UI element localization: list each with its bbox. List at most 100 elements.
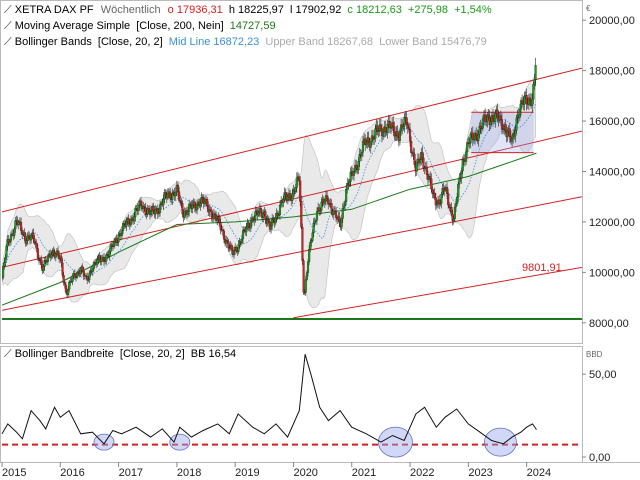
candle [188, 203, 191, 212]
candle [210, 209, 213, 217]
candle [465, 151, 468, 162]
legend-dax-c-key: c [347, 4, 353, 16]
candle [144, 207, 147, 215]
candle [511, 138, 514, 142]
candle [440, 193, 443, 204]
candle [50, 254, 53, 258]
candle [62, 275, 65, 283]
legend-bb-mid-value: 16872,23 [213, 36, 260, 48]
collapse-icon[interactable]: ⟋ [4, 348, 12, 360]
candle [137, 204, 140, 211]
candle [315, 211, 319, 221]
candle [508, 128, 511, 137]
candle [379, 124, 382, 129]
candle [134, 208, 137, 217]
candle [298, 176, 301, 181]
candle [521, 100, 524, 104]
candle [120, 230, 123, 237]
candle [96, 259, 99, 265]
legend-row-ma: ⟋ Moving Average Simple [Close, 200, Nei… [4, 18, 492, 34]
candle [4, 257, 7, 263]
moving-average-200-line [2, 152, 537, 306]
candle [327, 198, 330, 205]
candle [222, 230, 226, 240]
candle [419, 159, 422, 164]
collapse-icon[interactable]: ⟋ [4, 20, 12, 32]
candle [176, 184, 180, 192]
candle [27, 235, 30, 238]
bb-y-tick-label: 50,00 [589, 369, 617, 381]
candle [531, 99, 534, 107]
candle [108, 251, 111, 257]
candle [199, 203, 202, 206]
candle [277, 214, 280, 217]
candle [398, 131, 402, 141]
legend-ma-params: [Close, 200, Nein] [136, 20, 224, 32]
candle [533, 79, 536, 85]
candle [180, 201, 183, 204]
candle [218, 216, 221, 223]
legend-dax-h-key: h [228, 4, 235, 16]
candle [216, 219, 219, 221]
candle [162, 199, 165, 206]
candle [61, 262, 64, 276]
candle [311, 232, 314, 241]
legend-dax-name: XETRA DAX PF [14, 4, 94, 16]
candle [382, 132, 385, 137]
candle [71, 275, 74, 282]
candle [241, 230, 245, 240]
candle [193, 201, 196, 208]
candle [300, 201, 303, 228]
collapse-icon[interactable]: ⟋ [4, 4, 12, 16]
candle [247, 222, 250, 227]
x-tick-label: 2020 [293, 467, 317, 479]
candle [304, 279, 307, 293]
candle [348, 181, 351, 186]
legend-dax-c-val: 18212,63 [355, 4, 402, 16]
candle [393, 126, 396, 137]
candle [56, 250, 60, 256]
candle [475, 132, 478, 136]
candle [412, 152, 415, 155]
candle [313, 221, 316, 224]
candle [443, 189, 446, 192]
candle [435, 203, 438, 206]
x-tick-label: 2016 [60, 467, 84, 479]
candle [206, 199, 209, 206]
unit-label-bb: BBD [586, 350, 603, 359]
candle [129, 218, 132, 226]
candle [402, 126, 405, 129]
candle [81, 266, 84, 272]
candle [506, 131, 509, 137]
candle [181, 203, 184, 215]
candle [183, 211, 186, 218]
legend-bbw-params: [Close, 20, 2] [119, 348, 185, 360]
trend-channel-line [2, 67, 582, 213]
candle [532, 84, 535, 100]
candle [232, 250, 236, 256]
x-tick-label: 2024 [527, 467, 551, 479]
collapse-icon[interactable]: ⟋ [4, 36, 12, 48]
candle [169, 191, 172, 199]
candle [235, 247, 238, 251]
candle [491, 115, 495, 119]
legend-bb-panel: ⟋ Bollinger Bandbreite [Close, 20, 2] BB… [4, 348, 236, 361]
candle [454, 203, 458, 208]
candle [227, 241, 230, 248]
candle [187, 211, 190, 215]
candle [100, 257, 103, 262]
candle [262, 213, 265, 219]
candle [367, 137, 370, 143]
candle [471, 132, 474, 140]
candle [133, 216, 136, 222]
candle [152, 206, 155, 211]
candle [374, 128, 377, 139]
candle [525, 95, 528, 104]
candle [494, 113, 497, 122]
candle [272, 218, 275, 221]
candle [386, 123, 389, 133]
candle [335, 210, 338, 218]
candle [355, 164, 358, 168]
candle [445, 187, 449, 195]
candle [54, 253, 57, 258]
